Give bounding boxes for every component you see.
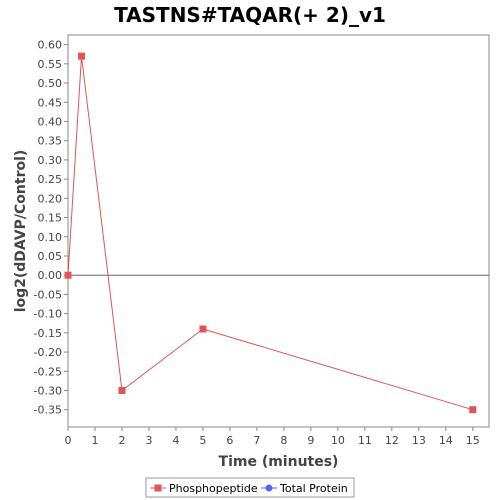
data-point — [64, 271, 72, 279]
x-tick-label: 8 — [280, 434, 287, 447]
data-point — [77, 52, 85, 60]
y-tick-label: 0.10 — [38, 231, 63, 244]
y-tick-label: 0.60 — [38, 39, 63, 52]
y-tick-label: 0.15 — [38, 212, 63, 225]
data-point — [118, 386, 126, 394]
chart-title: TASTNS#TAQAR(+ 2)_v1 — [114, 3, 386, 27]
y-tick-label: 0.30 — [38, 154, 63, 167]
y-tick-label: 0.25 — [38, 173, 63, 186]
y-axis-label: log2(dDAVP/Control) — [13, 150, 29, 313]
y-tick-label: 0.00 — [38, 269, 63, 282]
x-tick-label: 0 — [65, 434, 72, 447]
x-axis: 0 1 2 3 4 5 6 7 8 9 10 11 12 13 14 15 — [65, 427, 480, 447]
data-point — [199, 325, 207, 333]
y-tick-label: 0.40 — [38, 115, 63, 128]
x-tick-label: 12 — [385, 434, 399, 447]
x-tick-label: 2 — [118, 434, 125, 447]
x-tick-label: 3 — [145, 434, 152, 447]
legend-box — [145, 477, 355, 498]
series-line — [67, 56, 473, 411]
y-axis: 0.60 0.55 0.50 0.45 0.40 0.35 0.30 0.25 0.20 0.15… — [34, 39, 68, 417]
x-tick-label: 11 — [358, 434, 372, 447]
legend-square-icon — [154, 484, 162, 492]
x-tick-label: 14 — [439, 434, 453, 447]
y-tick-label: -0.30 — [34, 384, 62, 397]
x-tick-label: 10 — [331, 434, 345, 447]
legend-label: Phosphopeptide — [169, 482, 258, 495]
x-tick-label: 9 — [307, 434, 314, 447]
legend-label: Total Protein — [279, 482, 348, 495]
y-tick-label: -0.05 — [34, 288, 62, 301]
plot-area — [67, 34, 490, 428]
x-tick-label: 13 — [412, 434, 426, 447]
x-tick-label: 6 — [226, 434, 233, 447]
legend: Phosphopeptide Total Protein — [145, 477, 355, 498]
y-tick-label: -0.10 — [34, 308, 62, 321]
y-tick-label: -0.15 — [34, 327, 62, 340]
x-tick-label: 1 — [91, 434, 98, 447]
series-layer — [64, 52, 477, 414]
y-tick-label: -0.35 — [34, 404, 62, 417]
y-tick-label: 0.05 — [38, 250, 63, 263]
data-point — [469, 406, 477, 414]
x-tick-label: 7 — [253, 434, 260, 447]
x-tick-label: 15 — [466, 434, 480, 447]
y-tick-label: -0.25 — [34, 365, 62, 378]
y-tick-label: 0.35 — [38, 135, 63, 148]
y-tick-label: 0.50 — [38, 77, 63, 90]
y-tick-label: 0.20 — [38, 192, 63, 205]
legend-circle-icon — [265, 484, 273, 492]
x-tick-label: 4 — [172, 434, 179, 447]
y-tick-label: 0.55 — [38, 58, 63, 71]
x-axis-label: Time (minutes) — [219, 454, 339, 470]
y-tick-label: -0.20 — [34, 346, 62, 359]
x-tick-label: 5 — [199, 434, 206, 447]
y-tick-label: 0.45 — [38, 96, 63, 109]
